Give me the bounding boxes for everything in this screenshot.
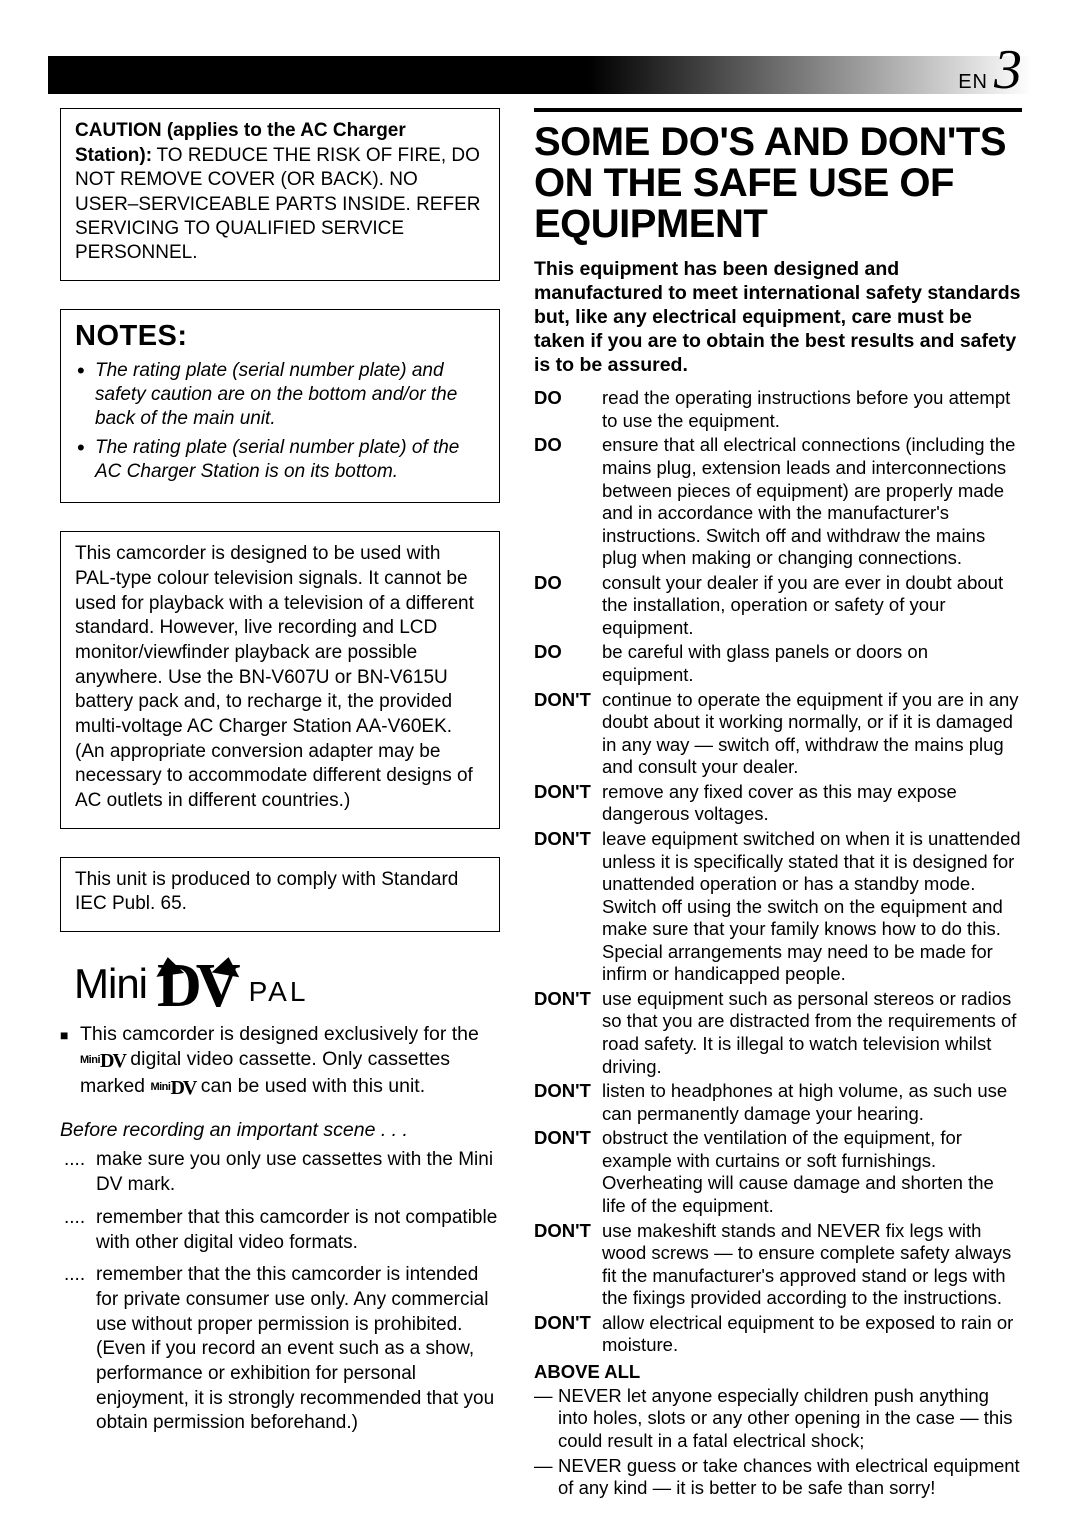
do-dont-label: DON'T	[534, 1220, 602, 1310]
checklist-item: ....make sure you only use cassettes wit…	[60, 1148, 500, 1197]
minidv-inline-icon: Mini	[80, 1054, 100, 1066]
do-dont-text: continue to operate the equipment if you…	[602, 689, 1022, 779]
do-dont-row: DON'Tuse equipment such as personal ster…	[534, 988, 1022, 1078]
notes-title: NOTES:	[75, 320, 485, 353]
cassette-paragraph: This camcorder is designed exclusively f…	[60, 1022, 500, 1101]
do-dont-label: DON'T	[534, 1080, 602, 1125]
do-dont-text: remove any fixed cover as this may expos…	[602, 781, 1022, 826]
do-dont-text: read the operating instructions before y…	[602, 387, 1022, 432]
do-dont-row: DON'Tcontinue to operate the equipment i…	[534, 689, 1022, 779]
above-all-heading: ABOVE ALL	[534, 1361, 1022, 1383]
do-dont-text: listen to headphones at high volume, as …	[602, 1080, 1022, 1125]
page-number: EN 3	[958, 38, 1022, 102]
do-dont-row: DON'Tobstruct the ventilation of the equ…	[534, 1127, 1022, 1217]
left-column: CAUTION (applies to the AC Charger Stati…	[60, 108, 500, 1500]
intro-paragraph: This equipment has been designed and man…	[534, 258, 1022, 377]
do-dont-label: DO	[534, 434, 602, 569]
above-all-list: —NEVER let anyone especially children pu…	[534, 1385, 1022, 1500]
do-dont-row: DON'Tleave equipment switched on when it…	[534, 828, 1022, 986]
right-column: SOME DO'S AND DON'TS ON THE SAFE USE OF …	[534, 108, 1022, 1500]
iec-text: This unit is produced to comply with Sta…	[75, 868, 485, 917]
do-dont-label: DON'T	[534, 781, 602, 826]
before-recording-heading: Before recording an important scene . . …	[60, 1119, 500, 1142]
do-dont-row: DOconsult your dealer if you are ever in…	[534, 572, 1022, 640]
pal-box: This camcorder is designed to be used wi…	[60, 531, 500, 829]
minidv-inline-icon: Mini	[150, 1081, 170, 1093]
do-dont-row: DON'Tlisten to headphones at high volume…	[534, 1080, 1022, 1125]
page-num: 3	[994, 38, 1022, 102]
do-dont-text: use equipment such as personal stereos o…	[602, 988, 1022, 1078]
do-dont-list: DOread the operating instructions before…	[534, 387, 1022, 1357]
notes-box: NOTES: The rating plate (serial number p…	[60, 309, 500, 504]
main-title: SOME DO'S AND DON'TS ON THE SAFE USE OF …	[534, 108, 1022, 244]
checklist-item: ....remember that the this camcorder is …	[60, 1263, 500, 1436]
do-dont-label: DON'T	[534, 828, 602, 986]
do-dont-label: DON'T	[534, 1127, 602, 1217]
do-dont-label: DON'T	[534, 689, 602, 779]
notes-item: The rating plate (serial number plate) o…	[75, 436, 485, 485]
caution-box: CAUTION (applies to the AC Charger Stati…	[60, 108, 500, 281]
do-dont-row: DON'Tremove any fixed cover as this may …	[534, 781, 1022, 826]
do-dont-text: use makeshift stands and NEVER fix legs …	[602, 1220, 1022, 1310]
page-lang: EN	[958, 71, 988, 94]
do-dont-text: ensure that all electrical connections (…	[602, 434, 1022, 569]
do-dont-row: DON'Tallow electrical equipment to be ex…	[534, 1312, 1022, 1357]
header-gradient-bar	[48, 56, 1032, 94]
do-dont-row: DOread the operating instructions before…	[534, 387, 1022, 432]
checklist-item: ....remember that this camcorder is not …	[60, 1206, 500, 1255]
do-dont-text: be careful with glass panels or doors on…	[602, 641, 1022, 686]
notes-item: The rating plate (serial number plate) a…	[75, 359, 485, 432]
do-dont-text: obstruct the ventilation of the equipmen…	[602, 1127, 1022, 1217]
do-dont-row: DObe careful with glass panels or doors …	[534, 641, 1022, 686]
mini-label: Mini	[74, 960, 147, 1008]
notes-list: The rating plate (serial number plate) a…	[75, 359, 485, 485]
pal-label: PAL	[249, 976, 309, 1008]
pal-text: This camcorder is designed to be used wi…	[75, 542, 485, 814]
do-dont-row: DOensure that all electrical connections…	[534, 434, 1022, 569]
do-dont-label: DO	[534, 387, 602, 432]
do-dont-label: DON'T	[534, 988, 602, 1078]
minidv-logo: Mini DV PAL	[74, 960, 500, 1008]
dv-logo-icon: DV	[157, 965, 235, 1008]
do-dont-label: DO	[534, 641, 602, 686]
do-dont-row: DON'Tuse makeshift stands and NEVER fix …	[534, 1220, 1022, 1310]
above-all-item: —NEVER let anyone especially children pu…	[534, 1385, 1022, 1453]
do-dont-text: consult your dealer if you are ever in d…	[602, 572, 1022, 640]
above-all-item: —NEVER guess or take chances with electr…	[534, 1455, 1022, 1500]
do-dont-text: allow electrical equipment to be exposed…	[602, 1312, 1022, 1357]
do-dont-label: DO	[534, 572, 602, 640]
do-dont-text: leave equipment switched on when it is u…	[602, 828, 1022, 986]
do-dont-label: DON'T	[534, 1312, 602, 1357]
iec-box: This unit is produced to comply with Sta…	[60, 857, 500, 932]
